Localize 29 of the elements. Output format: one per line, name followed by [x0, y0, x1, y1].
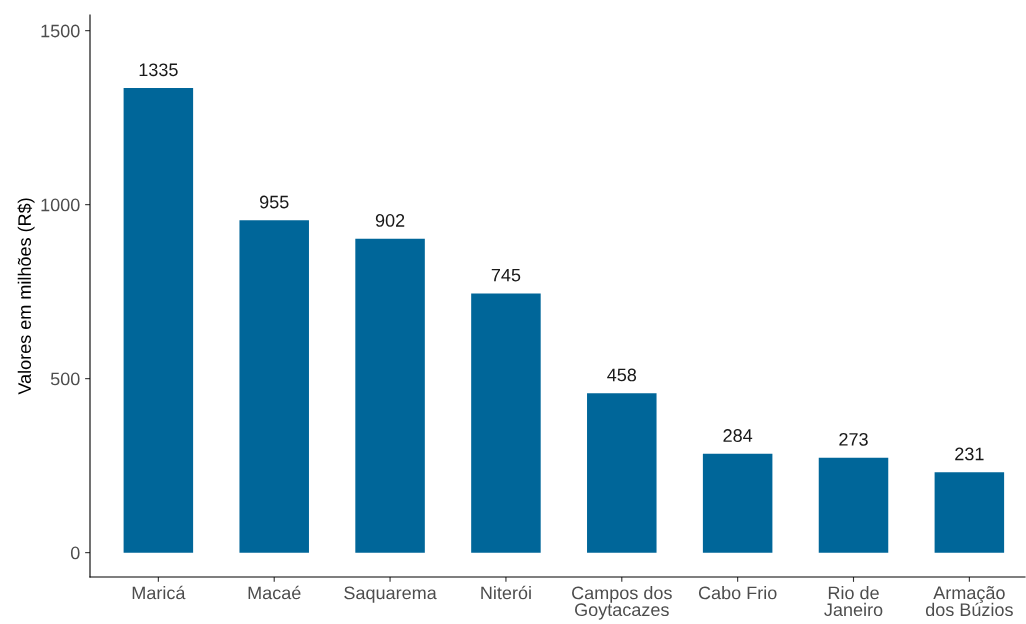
bar: [934, 472, 1005, 553]
data-label: 458: [607, 368, 637, 382]
data-label: 1335: [139, 63, 178, 77]
bar: [818, 457, 889, 553]
data-label: 745: [491, 268, 521, 282]
bar: [239, 220, 309, 553]
y-tick-label: 0: [70, 546, 80, 560]
bar: [587, 393, 657, 553]
data-label: 902: [375, 214, 405, 227]
x-tick-label: Cabo Frio: [698, 586, 777, 600]
x-tick-label: Niterói: [481, 585, 531, 600]
bar: [355, 238, 425, 553]
x-tick-label: Saquarema: [344, 586, 437, 603]
data-label: 273: [839, 432, 868, 446]
x-tick-label: Maricá: [132, 585, 186, 600]
data-label: 955: [260, 195, 289, 209]
data-label: 284: [723, 429, 753, 442]
data-label: 231: [955, 447, 984, 461]
x-tick-label: Macaé: [248, 585, 301, 600]
x-tick-label: Campos dos Goytacazes: [572, 586, 672, 620]
y-tick-label: 500: [50, 372, 80, 386]
bar: [702, 453, 773, 553]
bar: [471, 293, 541, 553]
y-tick-label: 1500: [41, 24, 80, 38]
x-tick-label: Rio de Janeiro: [824, 586, 883, 617]
x-tick-label: Armação dos Búzios: [925, 586, 1013, 617]
y-axis-title: Valores em milhões (R$): [17, 198, 35, 395]
bar: [123, 88, 194, 553]
y-tick-label: 1000: [41, 198, 80, 212]
